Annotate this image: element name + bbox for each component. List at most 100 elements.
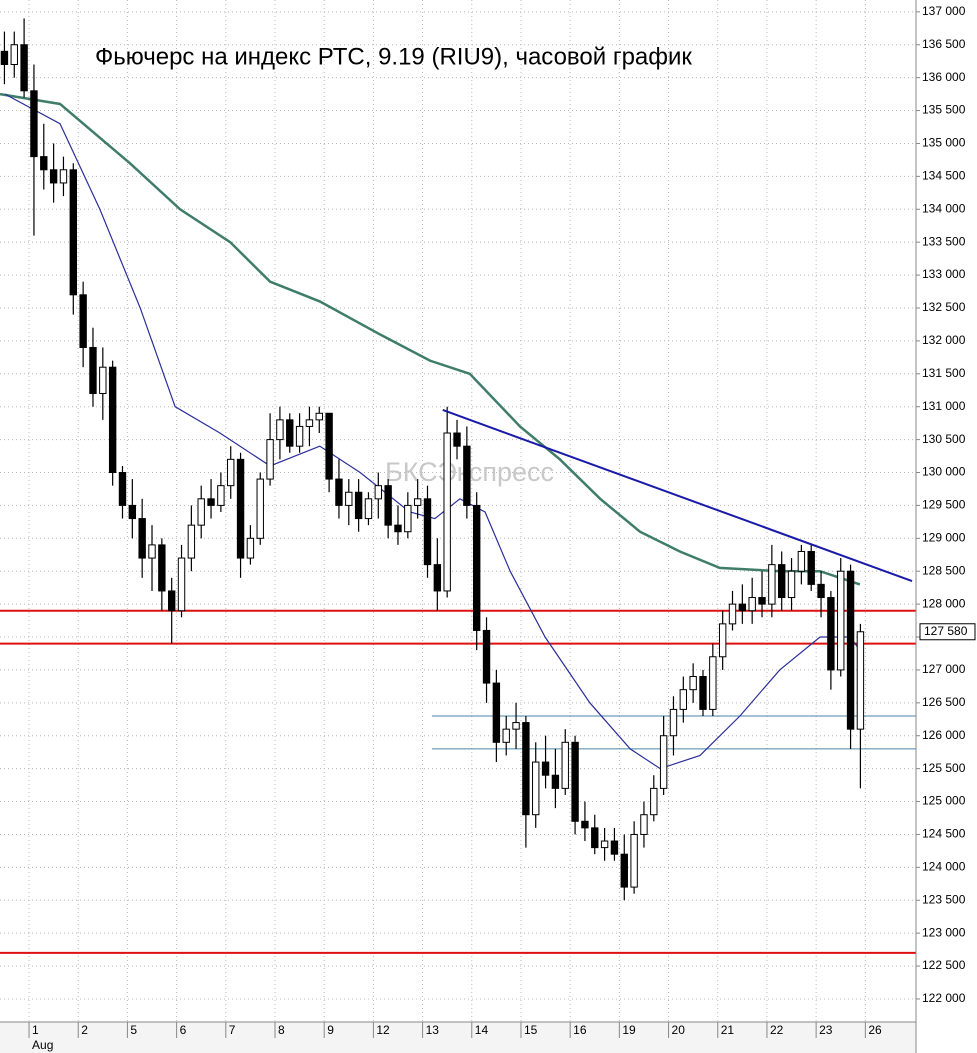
candle-body: [463, 445, 471, 506]
x-tick-label: 5: [130, 1023, 137, 1037]
y-tick-label: 130 000: [922, 465, 966, 479]
candle-body: [158, 544, 166, 592]
candle-body: [512, 722, 520, 730]
candle-body: [167, 590, 176, 612]
candle-body: [394, 524, 402, 533]
candle-body: [374, 485, 383, 500]
y-tick-label: 125 500: [922, 761, 966, 775]
candle-body: [669, 708, 678, 737]
candle-body: [699, 676, 707, 710]
candle-body: [217, 485, 225, 506]
candle-body: [827, 597, 835, 671]
candle-body: [482, 629, 491, 684]
x-tick-label: 12: [376, 1023, 390, 1037]
x-tick-label: 23: [819, 1023, 833, 1037]
candle-body: [443, 432, 451, 592]
y-tick-label: 133 000: [922, 267, 966, 281]
candle-body: [679, 689, 688, 710]
last-price-box: [919, 623, 976, 641]
candle-body: [492, 682, 501, 743]
candle-body: [728, 603, 737, 625]
candle-body: [207, 498, 215, 506]
candle-body: [532, 761, 540, 816]
y-tick-label: 129 000: [922, 530, 966, 544]
candle-body: [610, 840, 619, 855]
candle-body: [413, 498, 422, 506]
candle-body: [561, 741, 569, 789]
candle-body: [276, 419, 284, 441]
y-tick-label: 125 000: [922, 794, 966, 808]
candle-body: [423, 498, 432, 566]
y-tick-label: 131 500: [922, 366, 966, 380]
y-tick-label: 123 500: [922, 892, 966, 906]
candle-body: [541, 761, 550, 776]
y-tick-label: 137 000: [922, 4, 966, 18]
candle-body: [354, 491, 363, 520]
candle-body: [768, 564, 776, 605]
y-tick-label: 127 000: [922, 662, 966, 676]
x-tick-label: 15: [524, 1023, 538, 1037]
candle-body: [315, 412, 323, 421]
candle-body: [758, 597, 766, 605]
y-tick-label: 130 500: [922, 432, 966, 446]
y-tick-label: 134 000: [922, 201, 966, 215]
candle-body: [709, 656, 717, 710]
candle-body: [650, 787, 658, 816]
x-tick-label: 1: [32, 1023, 39, 1037]
moving-average: [4, 93, 861, 770]
candle-body: [305, 419, 314, 427]
x-tick-label: 21: [721, 1023, 735, 1037]
x-tick-label: 13: [426, 1023, 440, 1037]
x-tick-label: 20: [672, 1023, 686, 1037]
trendline: [442, 409, 913, 583]
candle-body: [571, 741, 579, 822]
x-tick-label: 16: [573, 1023, 587, 1037]
grid: [0, 0, 916, 1022]
candle-body: [0, 50, 9, 65]
candle-body: [148, 544, 156, 559]
y-tick-label: 123 000: [922, 925, 966, 939]
y-tick-label: 135 500: [922, 103, 966, 117]
y-tick-label: 136 500: [922, 37, 966, 51]
x-tick-label: 22: [770, 1023, 784, 1037]
candle-body: [325, 412, 333, 480]
y-tick-label: 128 500: [922, 563, 966, 577]
y-tick-label: 134 500: [922, 169, 966, 183]
candle-body: [49, 169, 58, 184]
candle-body: [79, 294, 87, 348]
candle-body: [384, 485, 392, 526]
candle-body: [118, 472, 127, 506]
candle-body: [197, 498, 205, 526]
candle-body: [404, 504, 412, 533]
candle-body: [10, 44, 18, 65]
candle-body: [40, 156, 48, 171]
candle-body: [59, 169, 68, 184]
candle-body: [345, 491, 353, 506]
candle-body: [472, 504, 481, 631]
candle-body: [453, 432, 461, 447]
candle-body: [30, 90, 38, 158]
y-tick-label: 136 000: [922, 70, 966, 84]
candle-body: [856, 631, 865, 730]
y-tick-label: 132 000: [922, 333, 966, 347]
candle-body: [99, 366, 107, 395]
y-tick-label: 124 000: [922, 860, 966, 874]
candle-body: [266, 439, 274, 480]
candle-body: [236, 458, 245, 559]
candle-body: [659, 735, 668, 789]
last-price-label: 127 580: [924, 624, 968, 638]
plot: [0, 18, 916, 954]
y-tick-label: 122 500: [922, 958, 966, 972]
candle-body: [433, 564, 442, 592]
candle-body: [20, 44, 28, 92]
candle-body: [600, 840, 609, 849]
x-tick-label: 26: [868, 1023, 882, 1037]
y-tick-label: 132 500: [922, 300, 966, 314]
candle-body: [807, 550, 815, 585]
x-tick-label: 2: [81, 1023, 88, 1037]
candle-body: [128, 504, 137, 520]
candle-body: [69, 169, 77, 296]
x-tick-label: 14: [475, 1023, 489, 1037]
